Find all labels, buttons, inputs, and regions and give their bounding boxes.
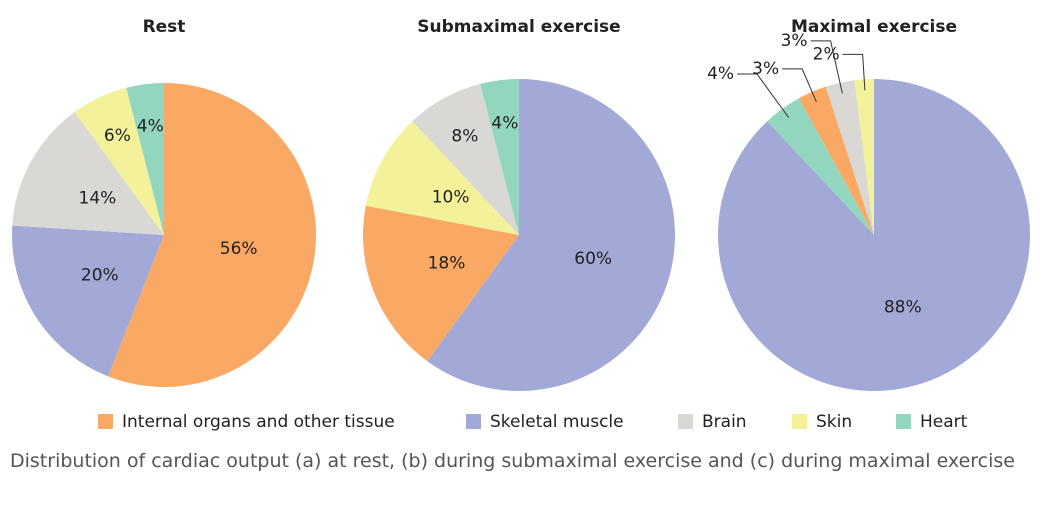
pie-slice xyxy=(365,121,519,235)
pie-slice xyxy=(480,79,519,235)
slice-label: 88% xyxy=(884,298,922,318)
chart-title: Maximal exercise xyxy=(791,17,957,37)
slice-label: 4% xyxy=(707,64,734,84)
slice-label: 8% xyxy=(451,127,478,147)
slice-label: 10% xyxy=(432,187,470,207)
pie-slice xyxy=(825,80,874,236)
pie-slice xyxy=(798,86,874,235)
slice-label: 18% xyxy=(428,254,466,274)
legend-swatch xyxy=(896,414,911,429)
pie-slice xyxy=(767,98,874,235)
legend-swatch xyxy=(678,414,693,429)
chart-title: Submaximal exercise xyxy=(417,17,620,37)
chart: Rest 56% 20% 14% 6% 4% Submaximal exercise 60% 1… xyxy=(11,17,1030,432)
slice-label: 4% xyxy=(491,114,518,134)
leader-line xyxy=(737,73,790,118)
leader-line xyxy=(842,53,866,91)
slice-label: 2% xyxy=(813,44,840,64)
legend-swatch xyxy=(98,414,113,429)
pie-slice xyxy=(427,79,676,391)
pie-slice xyxy=(11,225,164,377)
slice-label: 6% xyxy=(104,126,131,146)
caption: Distribution of cardiac output (a) at re… xyxy=(10,450,1015,472)
chart-title: Rest xyxy=(143,17,186,37)
slice-label: 4% xyxy=(137,116,164,136)
legend-label: Heart xyxy=(920,412,968,432)
slice-label: 60% xyxy=(574,249,612,269)
legend-label: Skeletal muscle xyxy=(490,412,624,432)
pie-slice xyxy=(12,112,164,235)
legend-swatch xyxy=(792,414,807,429)
slice-label: 3% xyxy=(752,59,779,79)
pie-slice xyxy=(854,79,874,235)
pie-slice xyxy=(412,83,519,235)
legend-swatch xyxy=(466,414,481,429)
leader-line xyxy=(782,68,817,103)
slice-label: 56% xyxy=(220,239,258,259)
legend-label: Skin xyxy=(816,412,852,432)
legend-label: Internal organs and other tissue xyxy=(122,412,395,432)
legend-label: Brain xyxy=(702,412,747,432)
pie-slice xyxy=(362,205,519,362)
leader-line xyxy=(810,40,843,94)
pie-slice xyxy=(108,83,316,387)
slice-label: 20% xyxy=(81,266,119,286)
pie-slice xyxy=(74,87,164,235)
slice-label: 14% xyxy=(79,188,117,208)
slice-label: 3% xyxy=(781,31,808,51)
pie-slice xyxy=(126,83,164,235)
